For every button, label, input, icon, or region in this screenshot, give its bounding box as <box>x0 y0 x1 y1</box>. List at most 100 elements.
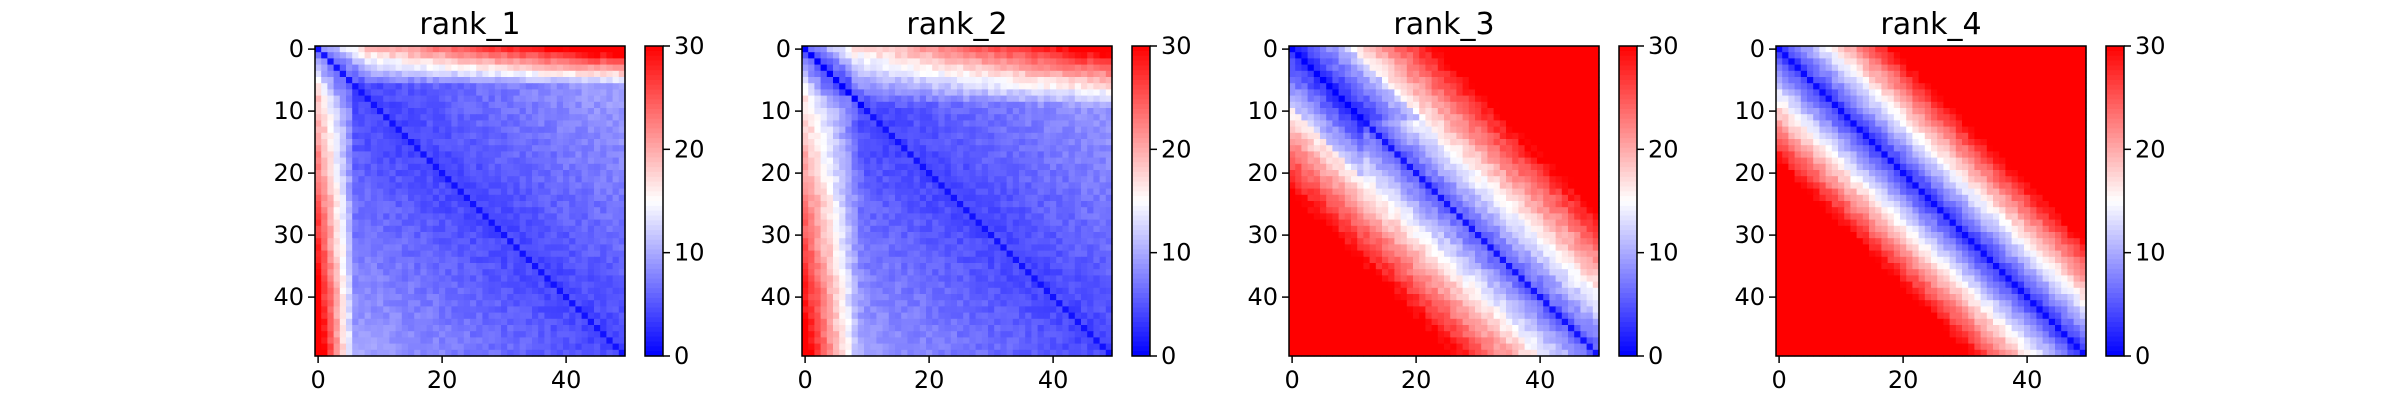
heatmap-cell <box>587 77 595 84</box>
heatmap-cell <box>938 300 946 307</box>
heatmap-cell <box>919 238 927 245</box>
heatmap-cell <box>519 77 527 84</box>
heatmap-cell <box>315 145 322 152</box>
heatmap-cell <box>870 294 877 301</box>
heatmap-cell <box>851 281 859 289</box>
heatmap-cell <box>383 275 390 283</box>
heatmap-cell <box>994 157 1001 165</box>
heatmap-cell <box>420 281 428 289</box>
heatmap-cell <box>587 300 595 307</box>
heatmap-cell <box>901 244 908 252</box>
heatmap-cell <box>364 269 372 276</box>
heatmap-cell <box>981 176 989 183</box>
heatmap-cell <box>451 95 459 103</box>
colorbar-segment <box>645 322 663 328</box>
heatmap-cell <box>864 318 871 326</box>
heatmap-cell <box>1050 108 1057 115</box>
heatmap-cell <box>476 213 483 221</box>
heatmap-cell <box>358 269 366 276</box>
heatmap-cell <box>1050 188 1057 196</box>
heatmap-cell <box>383 58 390 66</box>
heatmap-cell <box>820 145 828 152</box>
heatmap-cell <box>864 132 871 140</box>
heatmap-cell <box>1043 325 1051 332</box>
heatmap-cell <box>1093 46 1101 53</box>
heatmap-cell <box>439 306 446 314</box>
heatmap-cell <box>463 300 471 307</box>
heatmap-cell <box>352 145 359 152</box>
heatmap-cell <box>339 349 347 357</box>
heatmap-cell <box>370 70 378 78</box>
heatmap-cell <box>575 120 583 128</box>
heatmap-cell <box>358 331 366 338</box>
heatmap-cell <box>618 108 626 115</box>
heatmap-cell <box>364 337 372 345</box>
heatmap-cell <box>315 325 322 332</box>
heatmap-cell <box>864 294 871 301</box>
heatmap-cell <box>981 318 989 326</box>
heatmap-cell <box>550 250 558 258</box>
heatmap-cell <box>1012 331 1020 338</box>
heatmap-cell <box>913 89 921 97</box>
heatmap-cell <box>1031 201 1039 208</box>
heatmap-cell <box>919 207 927 214</box>
heatmap-cell <box>882 70 890 78</box>
heatmap-cell <box>1025 318 1032 326</box>
heatmap-cell <box>606 114 614 121</box>
heatmap-cell <box>389 46 397 53</box>
heatmap-cell <box>1081 64 1088 72</box>
heatmap-cell <box>618 132 626 140</box>
heatmap-cell <box>1031 250 1039 258</box>
heatmap-cell <box>1000 70 1008 78</box>
heatmap-cell <box>575 145 583 152</box>
heatmap-cell <box>482 145 490 152</box>
heatmap-cell <box>938 325 946 332</box>
heatmap-cell <box>618 64 626 72</box>
heatmap-cell <box>333 58 341 66</box>
heatmap-cell <box>463 108 471 115</box>
heatmap-cell <box>981 306 989 314</box>
heatmap-cell <box>975 250 983 258</box>
heatmap-cell <box>1043 256 1051 264</box>
heatmap-cell <box>377 77 384 84</box>
heatmap-cell <box>364 83 372 90</box>
heatmap-cell <box>408 182 415 190</box>
heatmap-cell <box>339 145 347 152</box>
heatmap-cell <box>420 163 428 171</box>
heatmap-cell <box>1043 213 1051 221</box>
heatmap-cell <box>501 238 508 245</box>
heatmap-cell <box>445 343 452 351</box>
heatmap-cell <box>975 95 983 103</box>
heatmap-cell <box>802 281 809 289</box>
heatmap-cell <box>845 281 853 289</box>
y-tick-label: 10 <box>273 97 304 125</box>
heatmap-cell <box>888 256 896 264</box>
heatmap-cell <box>556 46 564 53</box>
heatmap-cell <box>544 250 552 258</box>
heatmap-cell <box>882 263 890 270</box>
heatmap-cell <box>525 70 533 78</box>
heatmap-cell <box>932 132 939 140</box>
heatmap-cell <box>600 170 607 177</box>
heatmap-cell <box>1068 318 1076 326</box>
heatmap-cell <box>408 201 415 208</box>
heatmap-cell <box>1050 294 1057 301</box>
heatmap-cell <box>414 263 421 270</box>
heatmap-cell <box>439 95 446 103</box>
heatmap-cell <box>315 188 322 196</box>
heatmap-cell <box>339 120 347 128</box>
heatmap-cell <box>1087 77 1094 84</box>
heatmap-cell <box>876 201 884 208</box>
heatmap-cell <box>445 269 452 276</box>
heatmap-cell <box>1062 244 1070 252</box>
heatmap-cell <box>851 95 859 103</box>
heatmap-cell <box>532 58 539 66</box>
heatmap-cell <box>470 201 477 208</box>
heatmap-cell <box>826 238 834 245</box>
heatmap-cell <box>833 294 840 301</box>
heatmap-cell <box>389 213 397 221</box>
heatmap-cell <box>1000 337 1008 345</box>
heatmap-cell <box>463 207 471 214</box>
heatmap-cell <box>888 263 896 270</box>
heatmap-cell <box>833 331 840 338</box>
